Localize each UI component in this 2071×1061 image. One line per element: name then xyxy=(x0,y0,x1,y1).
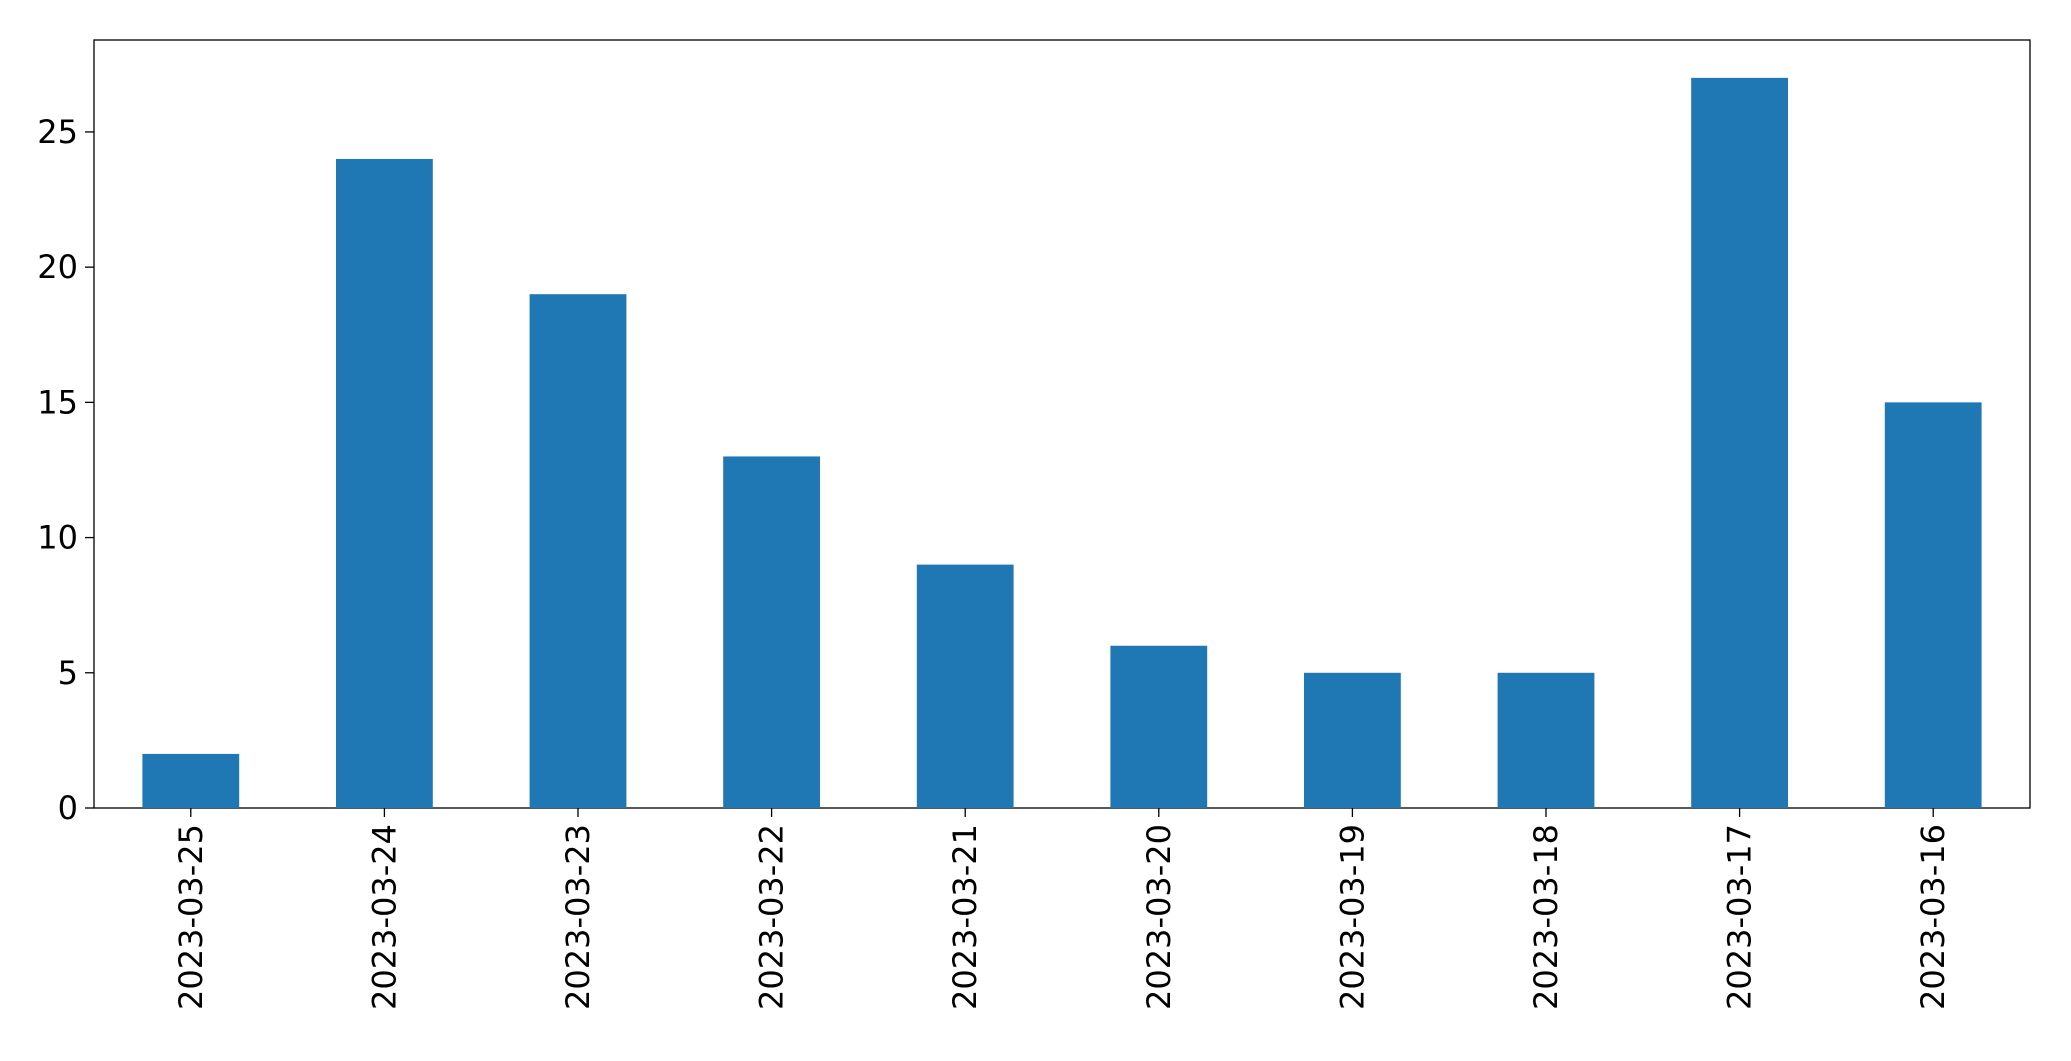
y-tick-label: 25 xyxy=(37,113,78,151)
x-tick-label: 2023-03-19 xyxy=(1333,824,1371,1010)
x-tick-label: 2023-03-22 xyxy=(753,824,791,1010)
bar xyxy=(723,456,820,808)
x-tick-label: 2023-03-20 xyxy=(1140,824,1178,1010)
x-tick-label: 2023-03-16 xyxy=(1914,824,1952,1010)
bar xyxy=(336,158,433,809)
y-tick-label: 20 xyxy=(37,248,78,286)
x-tick-label: 2023-03-24 xyxy=(365,824,403,1010)
y-tick-label: 0 xyxy=(58,789,78,827)
y-tick-label: 15 xyxy=(37,383,78,421)
x-tick-label: 2023-03-17 xyxy=(1721,824,1759,1010)
bar xyxy=(1497,672,1595,808)
bar xyxy=(916,564,1014,808)
bar xyxy=(1691,77,1788,809)
x-tick-label: 2023-03-18 xyxy=(1527,824,1565,1010)
axes-frame xyxy=(93,39,2031,809)
x-tick-label: 2023-03-23 xyxy=(559,824,597,1010)
bar xyxy=(1304,672,1401,808)
bar xyxy=(1110,645,1208,808)
bar xyxy=(1884,402,1982,808)
y-tick-label: 10 xyxy=(37,519,78,557)
x-tick-label: 2023-03-25 xyxy=(172,824,210,1010)
bar xyxy=(142,753,240,808)
y-tick-label: 5 xyxy=(58,654,78,692)
bar xyxy=(529,294,627,809)
x-tick-label: 2023-03-21 xyxy=(946,824,984,1010)
